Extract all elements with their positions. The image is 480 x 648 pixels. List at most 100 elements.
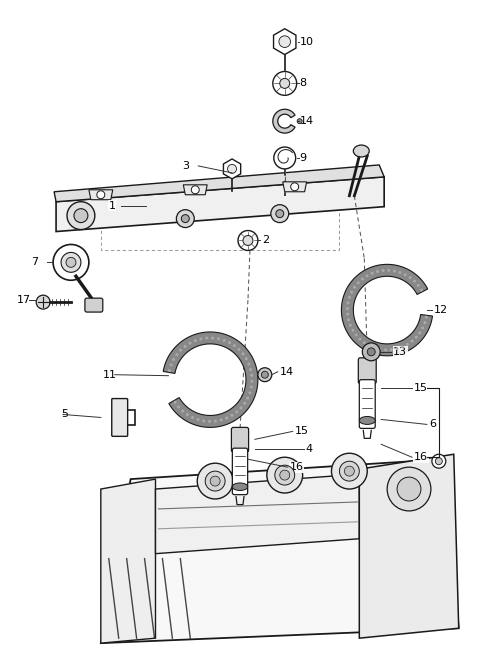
Polygon shape: [156, 474, 360, 553]
Circle shape: [208, 420, 211, 423]
Circle shape: [350, 290, 353, 294]
Circle shape: [172, 358, 175, 361]
Circle shape: [192, 186, 199, 194]
Text: 17: 17: [17, 295, 31, 305]
Circle shape: [189, 341, 192, 345]
Text: 10: 10: [300, 37, 313, 47]
Circle shape: [359, 338, 361, 341]
Circle shape: [366, 274, 369, 277]
Circle shape: [397, 477, 421, 501]
Polygon shape: [223, 159, 240, 179]
Circle shape: [197, 463, 233, 499]
Text: 16: 16: [290, 462, 304, 472]
Text: 14: 14: [300, 116, 314, 126]
Text: 12: 12: [434, 305, 448, 315]
Circle shape: [273, 71, 297, 95]
Polygon shape: [54, 165, 384, 202]
Circle shape: [420, 288, 423, 292]
Circle shape: [243, 402, 246, 405]
Polygon shape: [89, 190, 113, 200]
Circle shape: [371, 272, 373, 275]
Circle shape: [435, 457, 443, 465]
Circle shape: [66, 257, 76, 268]
Circle shape: [396, 347, 398, 350]
Circle shape: [205, 336, 208, 340]
Circle shape: [413, 280, 416, 283]
Circle shape: [53, 244, 89, 280]
Circle shape: [225, 417, 228, 419]
Circle shape: [415, 336, 418, 339]
Circle shape: [418, 331, 421, 334]
Text: 15: 15: [295, 426, 309, 436]
Circle shape: [332, 453, 367, 489]
Circle shape: [280, 470, 290, 480]
Circle shape: [267, 457, 302, 493]
FancyBboxPatch shape: [358, 358, 376, 384]
Circle shape: [223, 339, 226, 341]
Circle shape: [61, 253, 81, 272]
Circle shape: [196, 418, 200, 421]
Ellipse shape: [360, 417, 375, 424]
Circle shape: [348, 296, 351, 299]
Circle shape: [339, 461, 360, 481]
Circle shape: [361, 277, 364, 281]
Circle shape: [258, 368, 272, 382]
Circle shape: [404, 273, 407, 276]
Polygon shape: [101, 459, 459, 643]
Circle shape: [425, 316, 428, 319]
Circle shape: [67, 202, 95, 229]
Text: 1: 1: [109, 201, 116, 211]
Ellipse shape: [353, 145, 369, 157]
Circle shape: [233, 344, 236, 347]
Circle shape: [387, 467, 431, 511]
Circle shape: [275, 465, 295, 485]
Circle shape: [245, 357, 248, 360]
Circle shape: [238, 231, 258, 250]
Circle shape: [344, 466, 354, 476]
Circle shape: [393, 270, 396, 272]
Circle shape: [262, 371, 268, 378]
FancyBboxPatch shape: [232, 448, 248, 494]
Circle shape: [432, 454, 446, 468]
Circle shape: [384, 349, 387, 351]
Circle shape: [183, 345, 187, 348]
Circle shape: [363, 341, 366, 344]
FancyBboxPatch shape: [85, 298, 103, 312]
Circle shape: [200, 338, 203, 340]
Circle shape: [376, 270, 379, 273]
Circle shape: [297, 119, 302, 124]
Circle shape: [36, 295, 50, 309]
Circle shape: [217, 337, 220, 340]
Circle shape: [228, 165, 237, 174]
Circle shape: [238, 348, 240, 351]
Circle shape: [368, 344, 371, 347]
Polygon shape: [274, 29, 296, 54]
Polygon shape: [56, 177, 384, 231]
Circle shape: [174, 400, 177, 404]
Circle shape: [235, 410, 238, 413]
Circle shape: [346, 313, 349, 316]
Circle shape: [367, 348, 375, 356]
Circle shape: [248, 391, 252, 394]
Circle shape: [373, 346, 376, 349]
Circle shape: [401, 345, 404, 349]
Circle shape: [211, 336, 214, 340]
Circle shape: [271, 205, 288, 223]
Polygon shape: [283, 182, 307, 192]
Circle shape: [382, 269, 384, 272]
Circle shape: [410, 340, 414, 343]
Polygon shape: [273, 110, 295, 133]
Circle shape: [387, 269, 390, 272]
Text: 3: 3: [182, 161, 189, 171]
Circle shape: [210, 476, 220, 486]
Circle shape: [202, 419, 205, 422]
Circle shape: [97, 191, 105, 199]
Circle shape: [355, 334, 358, 336]
Circle shape: [250, 386, 253, 389]
Circle shape: [349, 323, 352, 327]
Circle shape: [390, 348, 393, 351]
Polygon shape: [163, 332, 258, 428]
Circle shape: [249, 368, 252, 371]
Circle shape: [220, 419, 223, 421]
Circle shape: [241, 353, 244, 355]
